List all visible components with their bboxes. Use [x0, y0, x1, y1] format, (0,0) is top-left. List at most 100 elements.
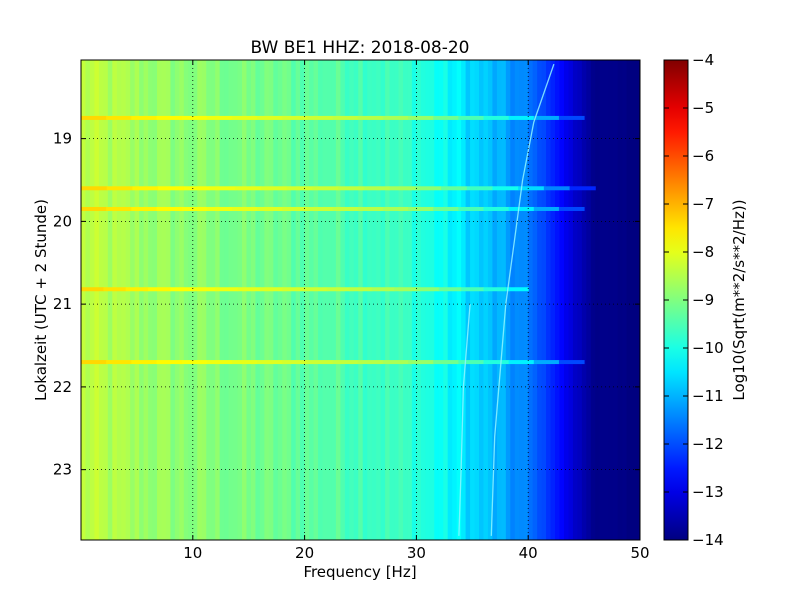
- spectrogram-column: [335, 60, 341, 540]
- bright-band: [483, 115, 510, 120]
- x-tick-label: 30: [407, 544, 426, 562]
- x-axis: 10 20 30 40 50: [183, 60, 650, 562]
- spectrogram-column: [367, 60, 373, 540]
- bright-band: [156, 360, 183, 365]
- spectrogram-column: [590, 60, 596, 540]
- bright-band: [181, 206, 208, 211]
- spectrogram-column: [112, 60, 118, 540]
- bright-band: [282, 360, 308, 365]
- spectrogram-column: [201, 60, 207, 540]
- spectrogram-column: [371, 60, 377, 540]
- spectrogram-column: [174, 60, 180, 540]
- bright-band: [415, 186, 442, 191]
- spectrogram-column: [402, 60, 409, 540]
- bright-band: [558, 360, 585, 365]
- y-tick-label: 22: [53, 378, 72, 396]
- bright-band: [458, 360, 484, 365]
- spectrogram-column: [608, 60, 614, 540]
- bright-band: [181, 115, 208, 120]
- spectrogram-column: [130, 60, 136, 540]
- spectrogram-column: [389, 60, 395, 540]
- spectrogram-column: [586, 60, 592, 540]
- y-tick-label: 20: [53, 212, 72, 230]
- spectrogram-column: [157, 60, 163, 540]
- spectrogram-column: [89, 60, 96, 540]
- spectrogram-column: [326, 60, 333, 540]
- spectrogram-column: [599, 60, 605, 540]
- x-tick-label: 50: [630, 544, 649, 562]
- bright-band: [312, 186, 339, 191]
- spectrogram-column: [514, 60, 520, 540]
- bright-band: [106, 206, 132, 211]
- bright-band: [81, 115, 107, 120]
- drift-line-line-1: [490, 63, 555, 536]
- spectrogram-column: [103, 60, 109, 540]
- bright-band: [231, 206, 258, 211]
- axes-frame: [80, 59, 641, 541]
- y-tick-label: 19: [53, 130, 72, 148]
- spectrogram-column: [255, 60, 261, 540]
- spectrogram-column: [259, 60, 265, 540]
- spectrogram-column: [170, 60, 176, 540]
- colorbar-tick-label: −9: [692, 291, 714, 309]
- spectrogram-column: [581, 60, 587, 540]
- spectrogram-column: [425, 60, 431, 540]
- bright-band: [518, 186, 545, 191]
- bright-band: [338, 186, 365, 191]
- colorbar-tick-label: −8: [692, 243, 714, 261]
- bright-band: [543, 186, 571, 191]
- bright-band: [282, 206, 308, 211]
- spectrogram-column: [81, 60, 87, 540]
- spectrogram-column: [559, 60, 565, 540]
- colorbar-tick-label: −5: [692, 99, 714, 117]
- spectrogram-column: [215, 60, 221, 540]
- x-tick-label: 40: [519, 544, 538, 562]
- bright-band: [371, 287, 395, 292]
- spectrogram-column: [349, 60, 355, 540]
- y-axis-label: Lokalzeit (UTC + 2 Stunde): [32, 199, 50, 401]
- bright-band: [558, 206, 585, 211]
- spectrogram-column: [496, 60, 502, 540]
- bright-band: [483, 287, 507, 292]
- bright-band: [206, 360, 233, 365]
- colorbar-tick-label: −11: [692, 387, 724, 405]
- colorbar-tick-label: −4: [692, 51, 714, 69]
- bright-band: [533, 360, 560, 365]
- spectrogram-column: [304, 60, 310, 540]
- spectrogram-column: [139, 60, 145, 540]
- bright-band: [286, 186, 313, 191]
- spectrogram-column: [300, 60, 306, 540]
- spectrogram-column: [380, 60, 386, 540]
- bright-band: [261, 186, 288, 191]
- spectrogram-column: [353, 60, 359, 540]
- bright-band: [433, 360, 459, 365]
- spectrogram-column: [563, 60, 570, 540]
- x-tick-label: 10: [183, 544, 202, 562]
- bright-band: [304, 287, 328, 292]
- spectrogram-column: [479, 60, 485, 540]
- spectrogram-column: [318, 60, 324, 540]
- spectrogram-column: [286, 60, 292, 540]
- bright-band: [81, 186, 108, 191]
- spectrogram-column: [555, 60, 561, 540]
- bright-band: [394, 287, 417, 292]
- bright-band: [158, 186, 185, 191]
- spectrogram-column: [443, 60, 449, 540]
- spectrogram-column: [429, 60, 435, 540]
- bright-band: [156, 115, 183, 120]
- spectrogram-column: [487, 60, 494, 540]
- bright-band: [131, 360, 157, 365]
- spectrogram-column: [492, 60, 498, 540]
- bright-band: [282, 115, 308, 120]
- spectrogram-column: [282, 60, 288, 540]
- spectrogram-column: [228, 60, 234, 540]
- spectrogram-column: [572, 60, 578, 540]
- bright-band: [408, 360, 434, 365]
- spectrogram-column: [179, 60, 185, 540]
- spectrogram-column: [264, 60, 270, 540]
- bright-band: [125, 287, 149, 292]
- spectrogram-column: [268, 60, 274, 540]
- bright-band: [307, 206, 334, 211]
- chart-title: BW BE1 HHZ: 2018-08-20: [250, 38, 469, 58]
